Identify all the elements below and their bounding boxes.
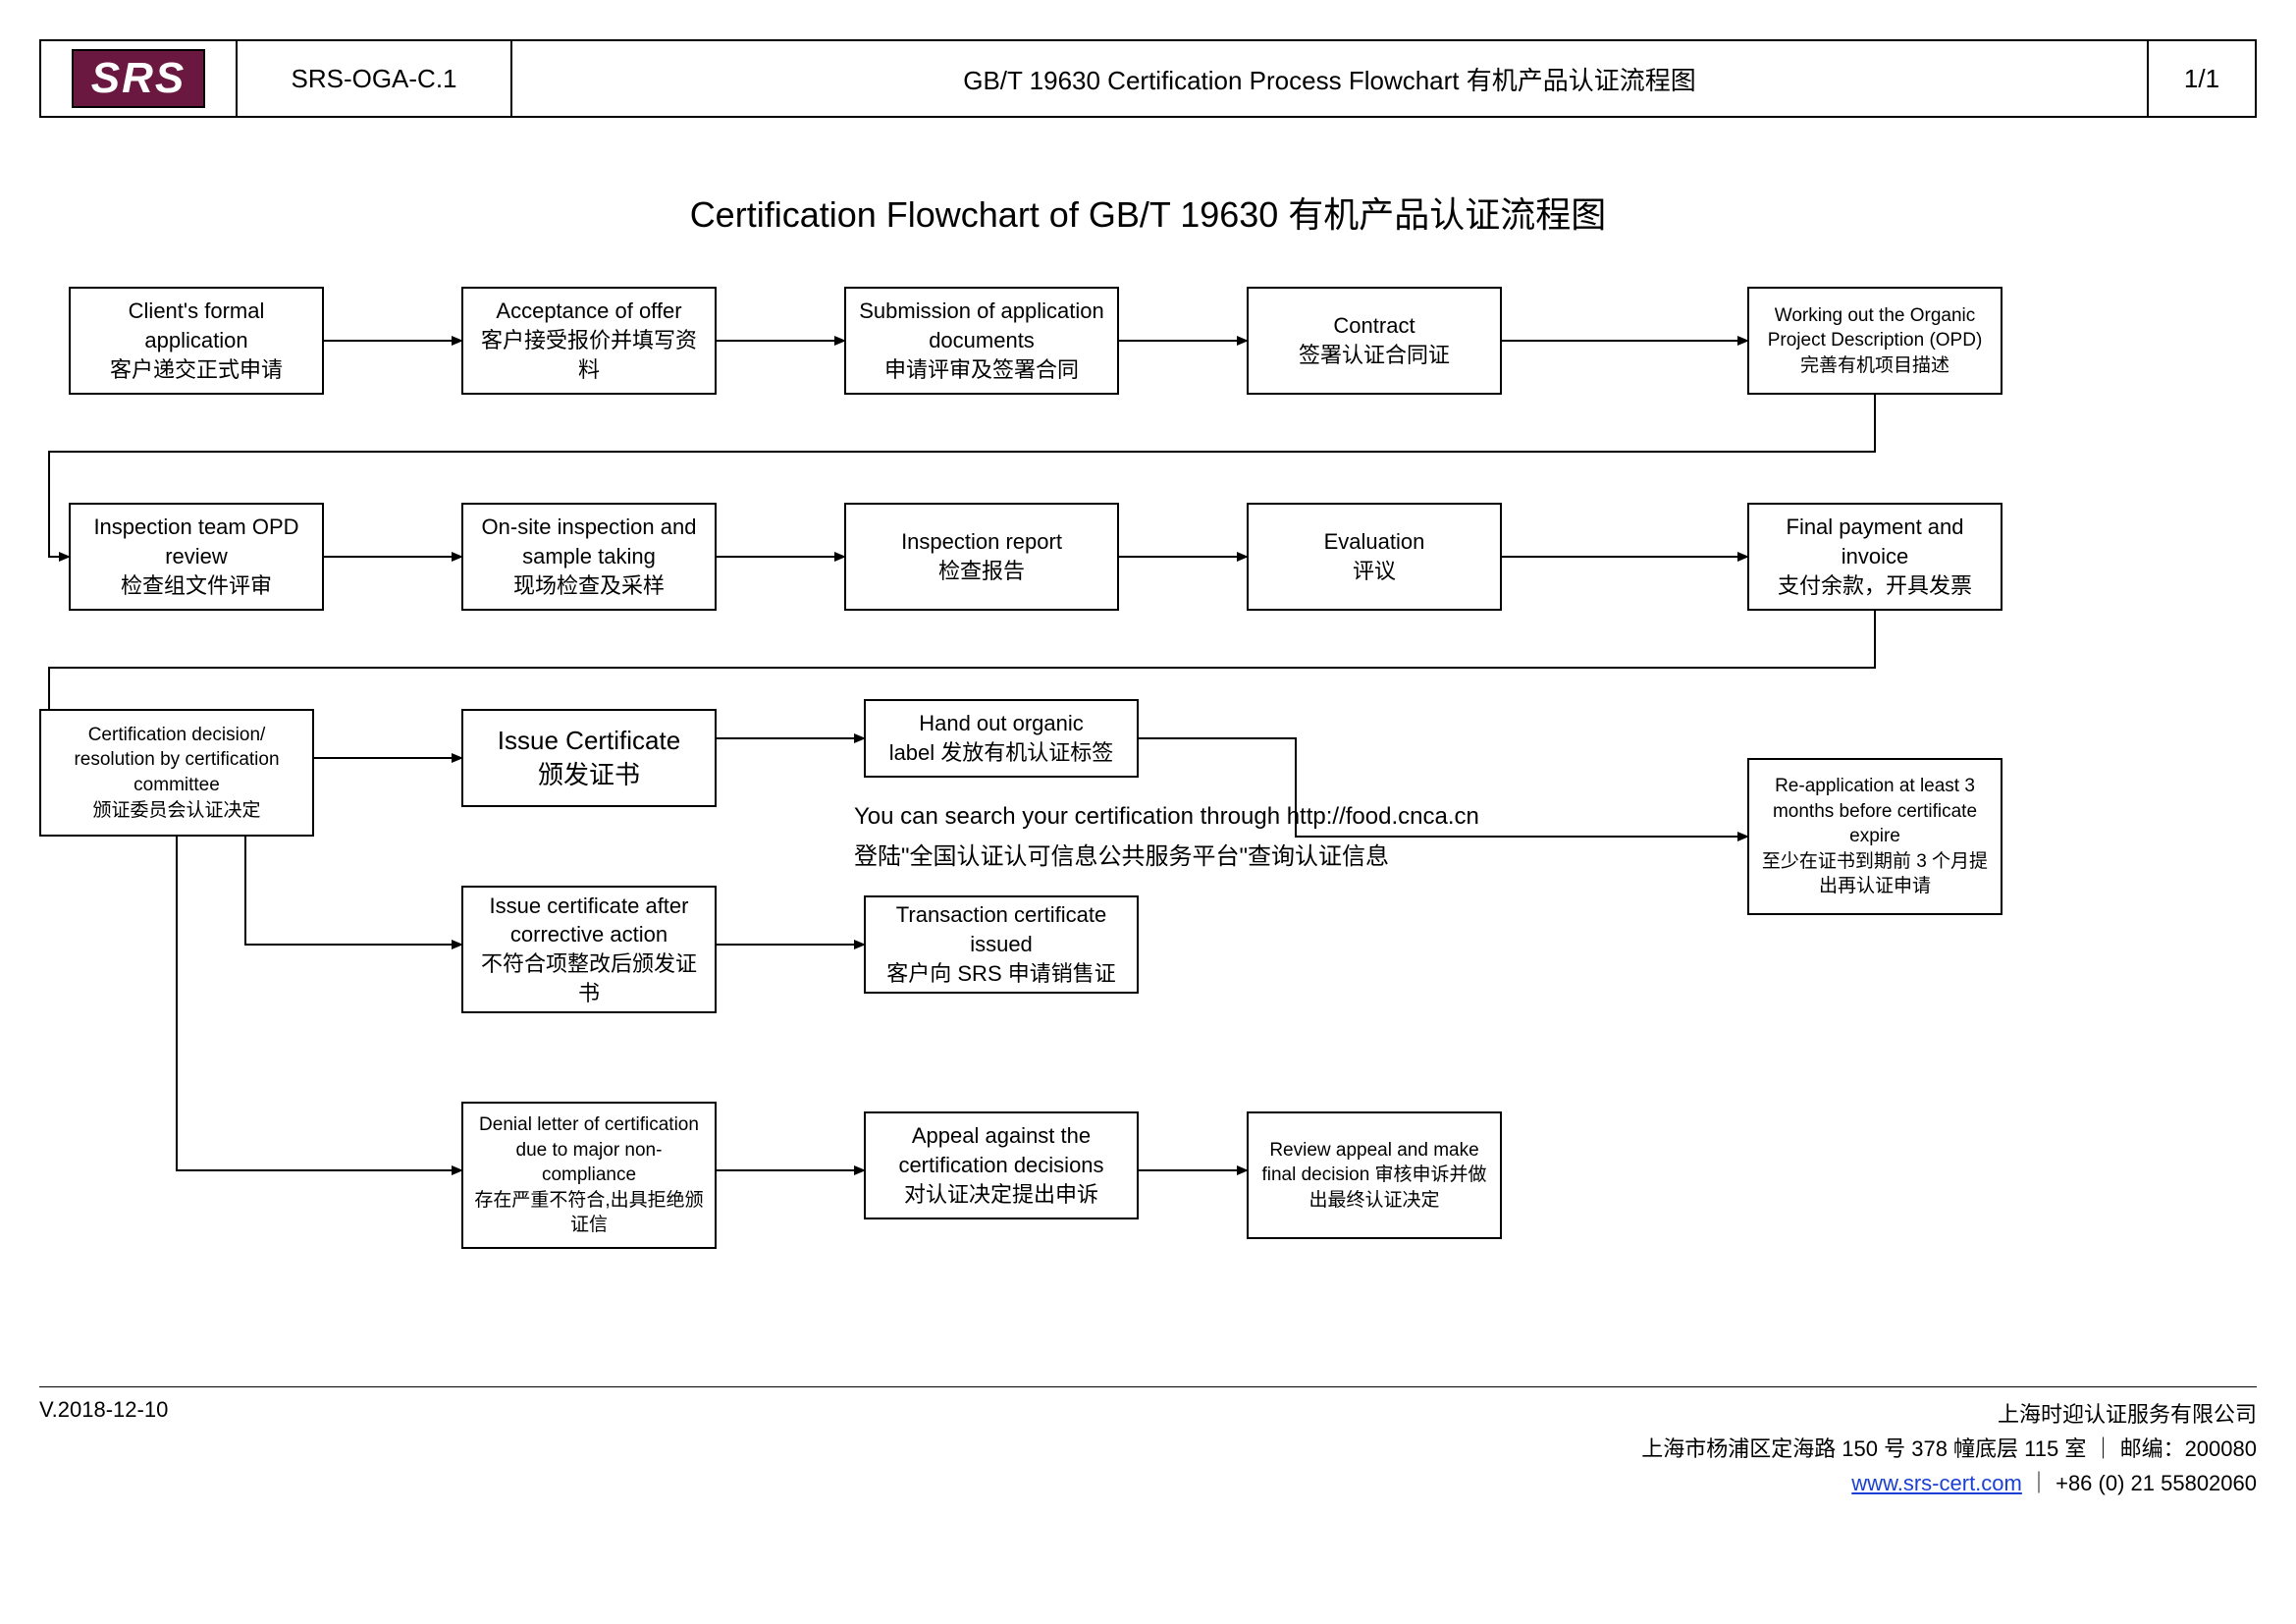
- node-text-cn: 现场检查及采样: [513, 571, 665, 601]
- flow-node-n13: Hand out organiclabel 发放有机认证标签: [864, 699, 1139, 778]
- main-title: Certification Flowchart of GB/T 19630 有机…: [39, 187, 2257, 238]
- flow-node-n18: Appeal against the certification decisio…: [864, 1111, 1139, 1219]
- page-number: 1/1: [2148, 40, 2256, 117]
- node-text-cn: label 发放有机认证标签: [889, 738, 1114, 768]
- node-text-en: Contract: [1333, 311, 1415, 341]
- node-text-cn: 颁发证书: [538, 758, 640, 792]
- node-text-en: Issue Certificate: [498, 724, 680, 758]
- flow-node-n2: Acceptance of offer客户接受报价并填写资料: [461, 287, 717, 395]
- flowchart-canvas: Client's formal application客户递交正式申请 Accep…: [39, 287, 2257, 1367]
- node-text-cn: 客户接受报价并填写资料: [473, 326, 705, 384]
- node-text-en: Appeal against the certification decisio…: [876, 1121, 1127, 1179]
- node-text-en: Denial letter of certification due to ma…: [473, 1112, 705, 1188]
- flow-node-n15: Transaction certificate issued客户向 SRS 申请…: [864, 895, 1139, 994]
- flow-node-n9: Evaluation评议: [1247, 503, 1502, 611]
- node-text-en: Client's formal application: [80, 297, 312, 354]
- node-text-cn: 存在严重不符合,出具拒绝颁证信: [473, 1188, 705, 1238]
- node-text-en: Inspection report: [901, 527, 1062, 557]
- flow-node-n8: Inspection report检查报告: [844, 503, 1119, 611]
- node-text-en: Issue certificate after corrective actio…: [473, 892, 705, 949]
- version: V.2018-12-10: [39, 1397, 168, 1501]
- flow-node-n6: Inspection team OPD review检查组文件评审: [69, 503, 324, 611]
- flow-node-n7: On-site inspection and sample taking现场检查…: [461, 503, 717, 611]
- node-text-cn: 客户向 SRS 申请销售证: [886, 959, 1115, 989]
- flow-node-n14: Issue certificate after corrective actio…: [461, 886, 717, 1013]
- flow-node-n1: Client's formal application客户递交正式申请: [69, 287, 324, 395]
- logo: SRS: [72, 49, 205, 108]
- flow-edge: [245, 837, 461, 945]
- doc-code: SRS-OGA-C.1: [237, 40, 511, 117]
- flow-node-n16: Re-application at least 3 months before …: [1747, 758, 2002, 915]
- node-text-en: Hand out organic: [919, 709, 1084, 738]
- header-table: SRS SRS-OGA-C.1 GB/T 19630 Certification…: [39, 39, 2257, 118]
- header-title: GB/T 19630 Certification Process Flowcha…: [511, 40, 2148, 117]
- flow-node-n3: Submission of application documents申请评审及…: [844, 287, 1119, 395]
- flow-node-n5: Working out the Organic Project Descript…: [1747, 287, 2002, 395]
- footer: V.2018-12-10 上海时迎认证服务有限公司 上海市杨浦区定海路 150 …: [39, 1397, 2257, 1501]
- footer-right: 上海时迎认证服务有限公司 上海市杨浦区定海路 150 号 378 幢底层 115…: [1641, 1397, 2257, 1501]
- flow-node-n10: Final payment and invoice支付余款，开具发票: [1747, 503, 2002, 611]
- node-text-en: Final payment and invoice: [1759, 513, 1991, 570]
- node-text-en: Evaluation: [1324, 527, 1425, 557]
- footer-company: 上海时迎认证服务有限公司: [1641, 1397, 2257, 1432]
- node-text-en: Submission of application documents: [856, 297, 1107, 354]
- node-text-en: Review appeal and make final decision 审核…: [1258, 1138, 1490, 1214]
- flow-edge: [177, 837, 461, 1170]
- footer-contact: www.srs-cert.com ｜ +86 (0) 21 55802060: [1641, 1466, 2257, 1500]
- flow-node-n19: Review appeal and make final decision 审核…: [1247, 1111, 1502, 1239]
- node-text-cn: 不符合项整改后颁发证书: [473, 949, 705, 1007]
- node-text-cn: 评议: [1353, 557, 1396, 586]
- logo-cell: SRS: [40, 40, 237, 117]
- node-text-cn: 支付余款，开具发票: [1778, 571, 1972, 601]
- node-text-en: Inspection team OPD review: [80, 513, 312, 570]
- flow-node-n11: Certification decision/ resolution by ce…: [39, 709, 314, 837]
- footer-address: 上海市杨浦区定海路 150 号 378 幢底层 115 室 ｜ 邮编：20008…: [1641, 1432, 2257, 1466]
- footer-divider: [39, 1386, 2257, 1397]
- flow-node-n17: Denial letter of certification due to ma…: [461, 1102, 717, 1249]
- node-text-en: Certification decision/ resolution by ce…: [51, 723, 302, 798]
- node-text-cn: 颁证委员会认证决定: [92, 798, 260, 824]
- footer-url[interactable]: www.srs-cert.com: [1851, 1471, 2022, 1495]
- node-text-cn: 申请评审及签署合同: [884, 355, 1079, 385]
- node-text-en: Working out the Organic Project Descript…: [1759, 303, 1991, 353]
- node-text-en: Re-application at least 3 months before …: [1759, 774, 1991, 849]
- node-text-cn: 检查报告: [938, 557, 1025, 586]
- node-text-cn: 签署认证合同证: [1299, 341, 1450, 370]
- node-text-cn: 至少在证书到期前 3 个月提出再认证申请: [1759, 849, 1991, 899]
- node-text-en: Transaction certificate issued: [876, 900, 1127, 958]
- search-info-text: You can search your certification throug…: [854, 797, 1479, 878]
- footer-phone: ｜ +86 (0) 21 55802060: [2028, 1471, 2257, 1495]
- node-text-en: Acceptance of offer: [496, 297, 681, 326]
- node-text-cn: 客户递交正式申请: [110, 355, 283, 385]
- flow-node-n12: Issue Certificate颁发证书: [461, 709, 717, 807]
- flow-node-n4: Contract签署认证合同证: [1247, 287, 1502, 395]
- node-text-en: On-site inspection and sample taking: [473, 513, 705, 570]
- node-text-cn: 对认证决定提出申诉: [904, 1180, 1098, 1210]
- node-text-cn: 完善有机项目描述: [1800, 353, 1949, 379]
- node-text-cn: 检查组文件评审: [121, 571, 272, 601]
